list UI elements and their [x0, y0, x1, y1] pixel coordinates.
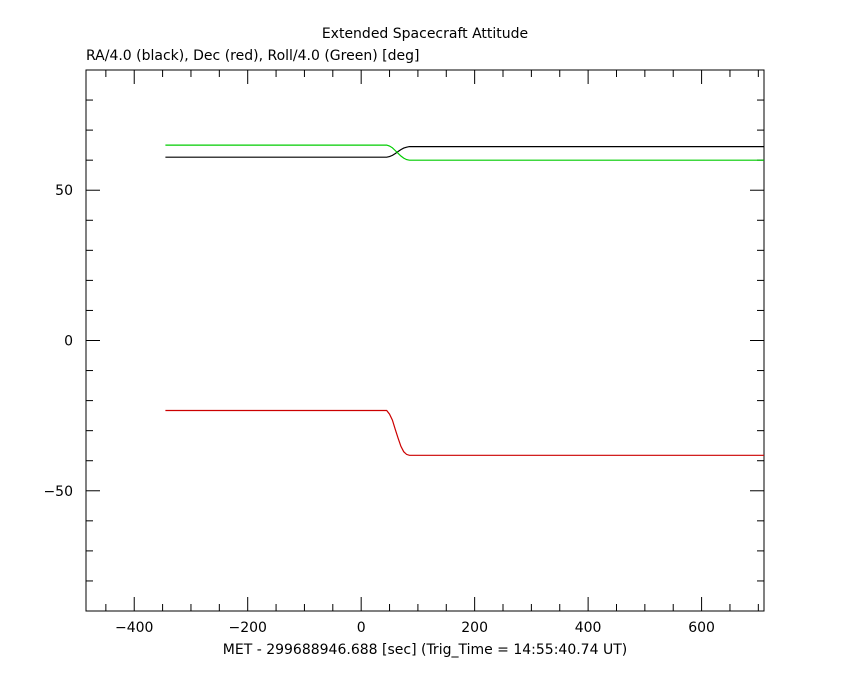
series-line-2: [165, 144, 764, 161]
series-lines: [165, 144, 764, 456]
chart-title: Extended Spacecraft Attitude: [322, 26, 528, 42]
series-line-1: [165, 409, 764, 456]
y-tick-labels: −50 0 50: [43, 183, 73, 500]
y-tick-label: −50: [43, 484, 73, 500]
x-tick-label: 0: [357, 620, 366, 636]
x-tick-label: 600: [688, 620, 715, 636]
y-tick-label: 50: [55, 183, 73, 199]
x-tick-label: −400: [115, 620, 153, 636]
x-tick-label: 400: [575, 620, 602, 636]
axis-ticks: [86, 70, 764, 611]
x-axis-label: MET - 299688946.688 [sec] (Trig_Time = 1…: [223, 642, 627, 658]
x-tick-labels: −400 −200 0 200 400 600: [115, 620, 715, 636]
series-line-0: [165, 146, 764, 158]
y-tick-label: 0: [64, 334, 73, 350]
plot-frame: [85, 69, 765, 612]
x-tick-label: −200: [228, 620, 266, 636]
x-tick-label: 200: [461, 620, 488, 636]
chart-subtitle: RA/4.0 (black), Dec (red), Roll/4.0 (Gre…: [86, 48, 419, 64]
